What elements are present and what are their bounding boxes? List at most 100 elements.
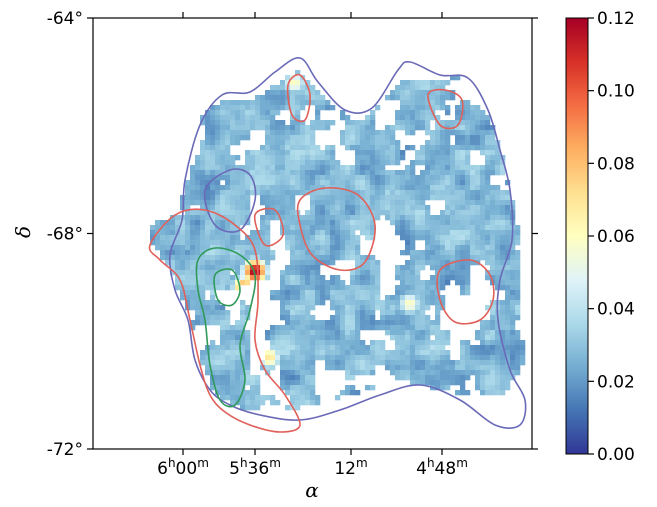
- heatmap-cell: [250, 380, 256, 386]
- heatmap-cell: [410, 110, 416, 116]
- heatmap-cell: [445, 250, 451, 256]
- heatmap-cell: [325, 230, 331, 236]
- heatmap-cell: [265, 270, 271, 276]
- heatmap-cell: [445, 370, 451, 376]
- heatmap-cell: [400, 375, 406, 381]
- heatmap-cell: [280, 355, 286, 361]
- heatmap-cell: [260, 215, 266, 221]
- heatmap-cell: [185, 225, 191, 231]
- heatmap-cell: [455, 275, 461, 281]
- heatmap-cell: [395, 205, 401, 211]
- heatmap-cell: [390, 355, 396, 361]
- heatmap-cell: [500, 385, 506, 391]
- heatmap-cell: [300, 320, 306, 326]
- heatmap-cell: [370, 260, 376, 266]
- heatmap-cell: [240, 130, 246, 136]
- heatmap-cell: [240, 355, 246, 361]
- heatmap-cell: [415, 125, 421, 131]
- heatmap-cell: [425, 290, 431, 296]
- colorbar-tick-label: 0.12: [597, 9, 635, 29]
- heatmap-cell: [405, 190, 411, 196]
- heatmap-cell: [465, 145, 471, 151]
- heatmap-cell: [370, 150, 376, 156]
- heatmap-cell: [205, 280, 211, 286]
- heatmap-cell: [355, 140, 361, 146]
- heatmap-cell: [520, 355, 526, 361]
- heatmap-cell: [290, 330, 296, 336]
- heatmap-cell: [355, 285, 361, 291]
- heatmap-cell: [195, 225, 201, 231]
- heatmap-cell: [405, 185, 411, 191]
- heatmap-cell: [410, 130, 416, 136]
- heatmap-cell: [410, 265, 416, 271]
- heatmap-cell: [415, 300, 421, 306]
- heatmap-cell: [235, 110, 241, 116]
- contour-middle: [253, 207, 285, 247]
- heatmap-cell: [240, 125, 246, 131]
- heatmap-cell: [510, 355, 516, 361]
- heatmap-cell: [210, 370, 216, 376]
- heatmap-cell: [435, 225, 441, 231]
- heatmap-cell: [495, 390, 501, 396]
- heatmap-cell: [315, 275, 321, 281]
- heatmap-cell: [350, 185, 356, 191]
- heatmap-cell: [155, 245, 161, 251]
- heatmap-cell: [265, 395, 271, 401]
- heatmap-cell: [200, 245, 206, 251]
- heatmap-cell: [430, 340, 436, 346]
- heatmap-cell: [245, 165, 251, 171]
- heatmap-cell: [420, 300, 426, 306]
- heatmap-cell: [410, 335, 416, 341]
- heatmap-cell: [325, 360, 331, 366]
- heatmap-cell: [485, 330, 491, 336]
- heatmap-cell: [280, 310, 286, 316]
- heatmap-cell: [485, 200, 491, 206]
- heatmap-cell: [265, 335, 271, 341]
- heatmap-cell: [400, 325, 406, 331]
- heatmap-cell: [390, 360, 396, 366]
- heatmap-cell: [515, 315, 521, 321]
- heatmap-cell: [390, 145, 396, 151]
- heatmap-cell: [510, 250, 516, 256]
- heatmap-cell: [395, 160, 401, 166]
- heatmap-cell: [225, 200, 231, 206]
- heatmap-cell: [165, 245, 171, 251]
- heatmap-cell: [365, 305, 371, 311]
- heatmap-cell: [465, 345, 471, 351]
- heatmap-cell: [285, 375, 291, 381]
- heatmap-cell: [260, 275, 266, 281]
- heatmap-cell: [210, 285, 216, 291]
- heatmap-cell: [265, 330, 271, 336]
- heatmap-cell: [315, 330, 321, 336]
- heatmap-cell: [255, 125, 261, 131]
- heatmap-cell: [310, 125, 316, 131]
- heatmap-cell: [370, 130, 376, 136]
- heatmap-cell: [325, 175, 331, 181]
- heatmap-cell: [450, 380, 456, 386]
- heatmap-cell: [335, 290, 341, 296]
- heatmap-cell: [515, 305, 521, 311]
- heatmap-cell: [295, 355, 301, 361]
- heatmap-cell: [415, 280, 421, 286]
- heatmap-cell: [320, 240, 326, 246]
- heatmap-cell: [220, 200, 226, 206]
- heatmap-cell: [460, 370, 466, 376]
- heatmap-cell: [320, 300, 326, 306]
- heatmap-cell: [435, 370, 441, 376]
- heatmap-cell: [225, 340, 231, 346]
- heatmap-cell: [310, 225, 316, 231]
- heatmap-cell: [225, 190, 231, 196]
- heatmap-cell: [325, 220, 331, 226]
- heatmap-cell: [230, 180, 236, 186]
- heatmap-cell: [235, 255, 241, 261]
- heatmap-cell: [395, 150, 401, 156]
- heatmap-cell: [420, 350, 426, 356]
- heatmap-cell: [300, 185, 306, 191]
- heatmap-cell: [405, 275, 411, 281]
- heatmap-cell: [470, 365, 476, 371]
- heatmap-cell: [465, 375, 471, 381]
- heatmap-cell: [490, 315, 496, 321]
- heatmap-cell: [280, 380, 286, 386]
- heatmap-cell: [230, 345, 236, 351]
- heatmap-cell: [335, 315, 341, 321]
